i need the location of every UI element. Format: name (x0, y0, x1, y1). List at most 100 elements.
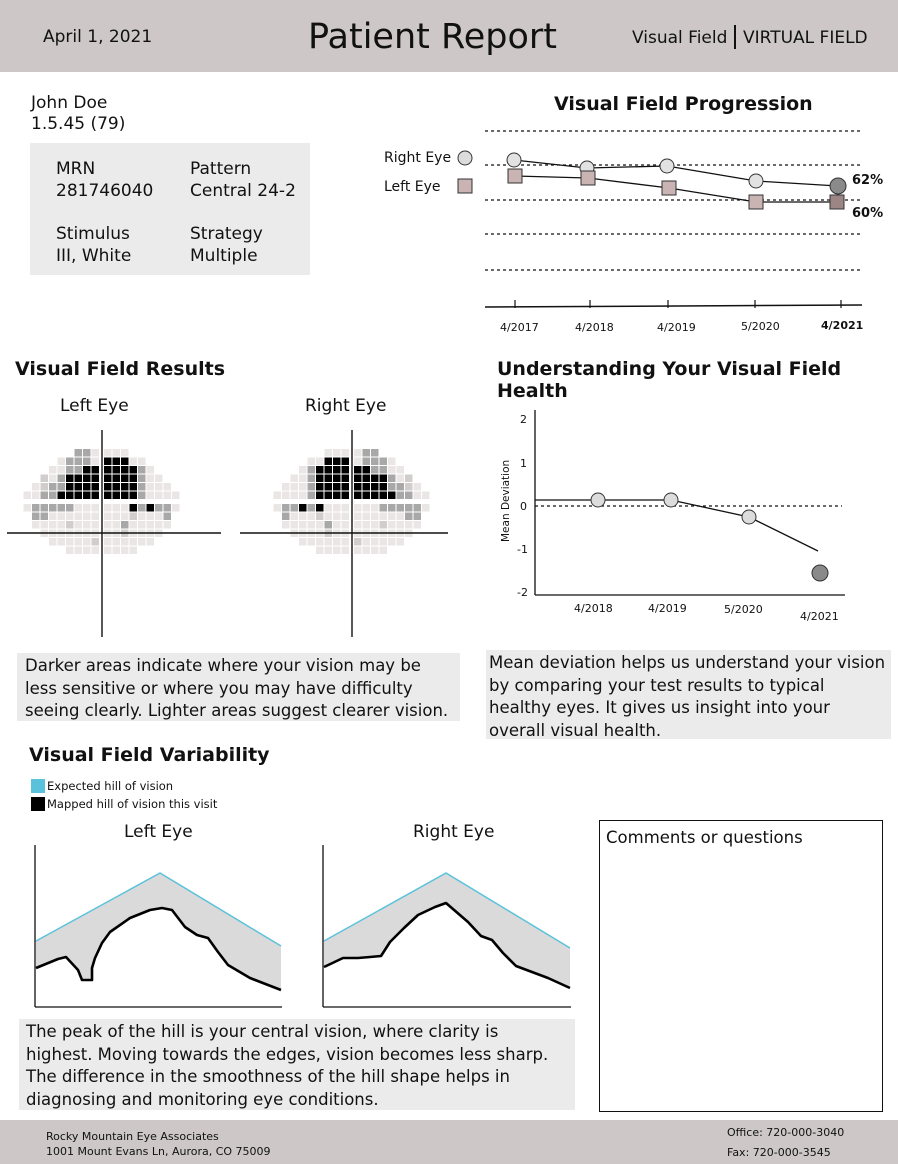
field-cell (299, 491, 307, 499)
field-cell (155, 504, 163, 512)
field-cell (91, 449, 99, 457)
field-cell (104, 504, 112, 512)
field-cell (371, 474, 379, 482)
field-cell (388, 521, 396, 529)
field-cell (316, 538, 324, 546)
field-cell (138, 491, 146, 499)
field-cell (74, 466, 82, 474)
field-cell (32, 491, 40, 499)
field-cell (155, 521, 163, 529)
field-cell (83, 466, 91, 474)
field-cell (66, 538, 74, 546)
field-cell (138, 457, 146, 465)
practice-name: Rocky Mountain Eye Associates (46, 1130, 219, 1143)
field-cell (146, 521, 154, 529)
field-cell (23, 504, 31, 512)
y-axis-label: Mean Deviation (500, 460, 512, 542)
legend-right-eye-marker (457, 150, 473, 166)
field-cell (396, 466, 404, 474)
field-cell (273, 491, 281, 499)
field-cell (282, 491, 290, 499)
field-cell (379, 491, 387, 499)
report-header: April 1, 2021 Patient Report Visual Fiel… (0, 0, 898, 72)
right-eye-mapped-hill (323, 901, 571, 990)
field-cell (146, 474, 154, 482)
header-divider (734, 25, 736, 49)
right-eye-point-current (829, 177, 847, 195)
field-cell (74, 512, 82, 520)
field-cell (388, 538, 396, 546)
field-cell (379, 521, 387, 529)
field-cell (354, 504, 362, 512)
left-eye-point (661, 180, 677, 196)
field-cell (66, 491, 74, 499)
field-cell (379, 546, 387, 554)
field-cell (333, 474, 341, 482)
field-cell (405, 474, 413, 482)
x-tick-label: 4/2019 (657, 321, 696, 334)
field-cell (121, 449, 129, 457)
y-tick-label: 0 (520, 500, 527, 513)
office-phone: Office: 720-000-3040 (727, 1126, 845, 1139)
field-cell (413, 504, 421, 512)
field-cell (104, 512, 112, 520)
field-cell (396, 538, 404, 546)
field-cell (388, 457, 396, 465)
brand-name: VIRTUAL FIELD (743, 28, 868, 48)
mean-deviation-chart: 2 1 0 -1 -2 Mean Deviation 4/2018 4/2019… (500, 410, 845, 623)
field-cell (388, 483, 396, 491)
field-cell (396, 504, 404, 512)
field-cell (333, 504, 341, 512)
variability-description: The peak of the hill is your central vis… (19, 1019, 575, 1110)
field-cell (104, 538, 112, 546)
x-tick-label: 5/2020 (741, 320, 780, 333)
comments-box[interactable]: Comments or questions (599, 820, 883, 1112)
field-cell (74, 521, 82, 529)
field-cell (333, 483, 341, 491)
x-tick-label: 4/2018 (574, 602, 613, 615)
field-cell (354, 483, 362, 491)
field-cell (405, 512, 413, 520)
legend-mapped-swatch (31, 797, 45, 811)
fax-number: Fax: 720-000-3545 (727, 1146, 831, 1159)
field-cell (112, 546, 120, 554)
field-cell (388, 504, 396, 512)
field-cell (379, 504, 387, 512)
field-cell (307, 457, 315, 465)
field-cell (388, 512, 396, 520)
field-cell (333, 538, 341, 546)
field-cell (112, 466, 120, 474)
field-cell (371, 457, 379, 465)
field-cell (396, 521, 404, 529)
field-cell (316, 521, 324, 529)
field-cell (307, 491, 315, 499)
field-cell (66, 504, 74, 512)
field-cell (362, 538, 370, 546)
x-tick-label: 4/2018 (575, 321, 614, 334)
field-cell (32, 483, 40, 491)
field-cell (396, 491, 404, 499)
field-cell (324, 521, 332, 529)
pattern-label: Pattern (190, 159, 252, 179)
x-axis (484, 304, 863, 308)
legend-right-eye: Right Eye (384, 150, 451, 166)
health-description: Mean deviation helps us understand your … (486, 650, 891, 740)
field-cell (146, 491, 154, 499)
y-tick-label: -2 (517, 586, 528, 599)
field-cell (83, 483, 91, 491)
field-cell (129, 483, 137, 491)
legend-left-eye-marker (457, 178, 473, 194)
field-cell (299, 521, 307, 529)
field-cell (121, 512, 129, 520)
field-cell (112, 483, 120, 491)
field-cell (324, 483, 332, 491)
field-cell (49, 512, 57, 520)
field-cell (74, 457, 82, 465)
field-cell (354, 538, 362, 546)
left-eye-point-current (829, 194, 845, 210)
field-cell (413, 491, 421, 499)
field-cell (371, 538, 379, 546)
field-cell (49, 521, 57, 529)
field-cell (163, 504, 171, 512)
field-cell (362, 546, 370, 554)
